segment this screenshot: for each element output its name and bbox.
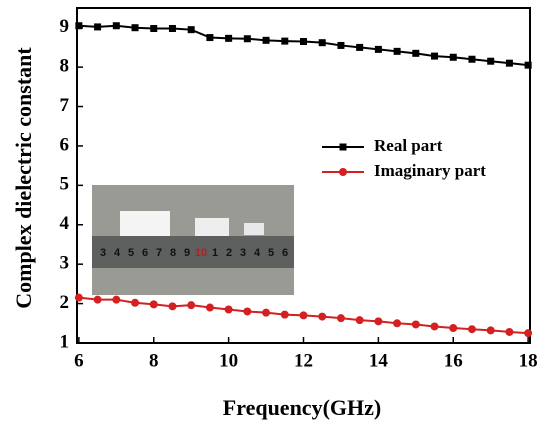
y-tick-label: 2 (60, 292, 70, 313)
ruler-label: 5 (268, 247, 274, 259)
marker (150, 24, 158, 32)
marker (243, 307, 252, 316)
marker (206, 34, 214, 42)
series-line (78, 24, 529, 67)
ruler-label: 6 (142, 247, 148, 259)
marker (149, 300, 158, 309)
marker (393, 47, 401, 55)
marker (187, 26, 195, 34)
marker (449, 324, 458, 333)
x-tick-label: 14 (369, 350, 389, 371)
x-axis-label: Frequency(GHz) (223, 395, 381, 420)
y-tick-label: 5 (60, 174, 70, 195)
legend-marker (339, 143, 347, 151)
ruler-label: 1 (212, 247, 218, 259)
marker (486, 326, 495, 335)
marker (243, 35, 251, 43)
legend-label: Real part (374, 136, 443, 155)
ruler-label: 3 (240, 247, 246, 259)
ruler-label: 4 (114, 247, 121, 259)
marker (300, 38, 307, 45)
ruler-label: 4 (254, 247, 261, 259)
x-tick-label: 16 (444, 350, 463, 371)
marker (225, 34, 233, 42)
marker (131, 24, 139, 32)
x-tick-label: 8 (149, 350, 159, 371)
marker (430, 322, 439, 331)
marker (412, 49, 420, 57)
marker (524, 329, 533, 338)
marker (487, 57, 495, 65)
sample (120, 211, 170, 237)
marker (224, 305, 233, 314)
ruler-label: 7 (156, 247, 162, 259)
marker (318, 39, 326, 47)
y-tick-label: 3 (60, 253, 70, 274)
ruler-label: 9 (184, 247, 190, 259)
ruler-label: 3 (100, 247, 106, 259)
marker (505, 327, 514, 336)
x-tick-label: 18 (519, 350, 538, 371)
legend-marker (339, 168, 347, 176)
marker (299, 311, 308, 320)
marker (411, 320, 420, 329)
marker (468, 55, 476, 63)
marker (112, 22, 120, 30)
marker (524, 61, 532, 69)
marker (336, 314, 345, 323)
x-tick-label: 12 (294, 350, 313, 371)
marker (449, 53, 457, 61)
marker (337, 41, 345, 49)
y-tick-label: 6 (60, 134, 70, 155)
marker (393, 319, 402, 328)
sample (244, 223, 264, 235)
ruler-label: 6 (282, 247, 288, 259)
marker (75, 22, 83, 30)
marker (280, 310, 289, 319)
y-tick-label: 7 (60, 95, 70, 116)
marker (93, 295, 102, 304)
marker (431, 52, 439, 60)
marker (74, 293, 83, 302)
y-tick-label: 4 (60, 213, 70, 234)
y-tick-label: 1 (60, 331, 70, 352)
marker (505, 59, 513, 67)
ruler-label: 2 (226, 247, 232, 259)
inset-photo: 3 4 5 6 7 8 9 10 1 2 3 4 5 6 (92, 185, 294, 295)
marker (112, 295, 121, 304)
marker (374, 317, 383, 326)
marker (262, 36, 270, 44)
marker (318, 312, 327, 321)
y-tick-label: 9 (60, 16, 70, 37)
ruler-label: 10 (195, 247, 207, 259)
marker (168, 24, 176, 32)
marker (187, 301, 196, 310)
legend-label: Imaginary part (374, 161, 486, 180)
marker (168, 302, 177, 311)
ruler (92, 236, 294, 268)
y-tick-label: 8 (60, 55, 70, 76)
ruler-label: 8 (170, 247, 176, 259)
marker (374, 45, 382, 53)
marker (131, 298, 140, 307)
sample (195, 218, 229, 236)
x-tick-label: 6 (74, 350, 84, 371)
marker (205, 303, 214, 312)
marker (262, 308, 271, 317)
marker (94, 23, 102, 31)
marker (356, 43, 364, 51)
marker (467, 325, 476, 334)
marker (355, 316, 364, 325)
y-axis-label: Complex dielectric constant (11, 47, 36, 309)
marker (281, 37, 289, 45)
x-tick-label: 10 (219, 350, 238, 371)
ruler-label: 5 (128, 247, 134, 259)
